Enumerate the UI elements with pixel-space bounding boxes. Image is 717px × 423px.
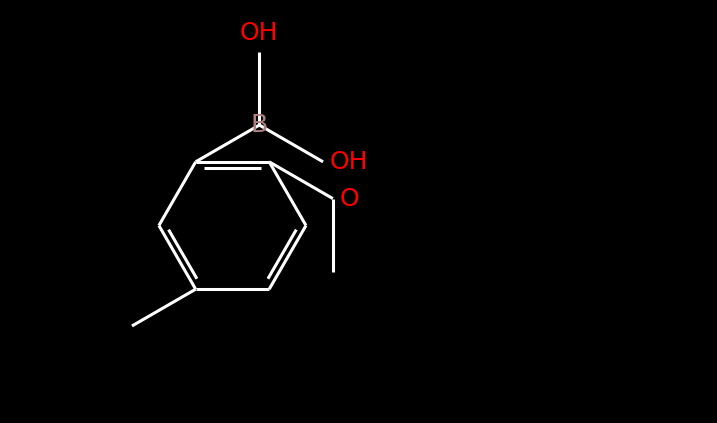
Text: OH: OH (330, 150, 369, 174)
Text: B: B (251, 113, 268, 137)
Text: OH: OH (240, 20, 279, 44)
Text: O: O (340, 187, 359, 211)
